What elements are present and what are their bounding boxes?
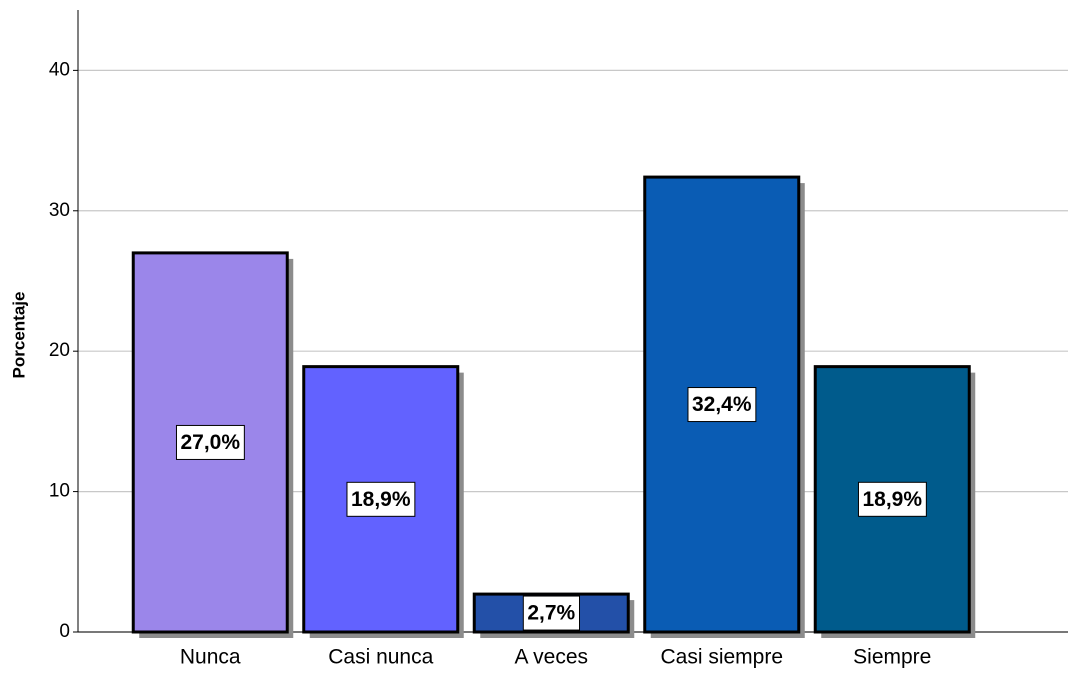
x-tick-label: Casi siempre	[660, 646, 783, 669]
value-label-box	[175, 424, 245, 460]
value-label: 27,0%	[180, 431, 240, 454]
x-tick-label: Siempre	[853, 646, 931, 669]
x-tick-label: A veces	[514, 646, 588, 669]
value-label-box	[857, 481, 927, 517]
y-axis-label: Porcentaje	[9, 292, 28, 379]
y-tick-label: 40	[49, 59, 70, 80]
value-label: 18,9%	[351, 488, 411, 511]
x-tick-label: Casi nunca	[328, 646, 433, 669]
value-label-box	[687, 387, 757, 423]
value-label: 32,4%	[692, 393, 752, 416]
y-tick-label: 0	[59, 621, 70, 642]
x-tick-label: Nunca	[180, 646, 241, 669]
y-tick-label: 20	[49, 340, 70, 361]
y-tick-label: 10	[49, 481, 70, 502]
value-label: 2,7%	[527, 602, 575, 625]
value-label-box	[346, 481, 416, 517]
value-label: 18,9%	[862, 488, 922, 511]
y-tick-label: 30	[49, 200, 70, 221]
value-label-box	[522, 595, 581, 631]
